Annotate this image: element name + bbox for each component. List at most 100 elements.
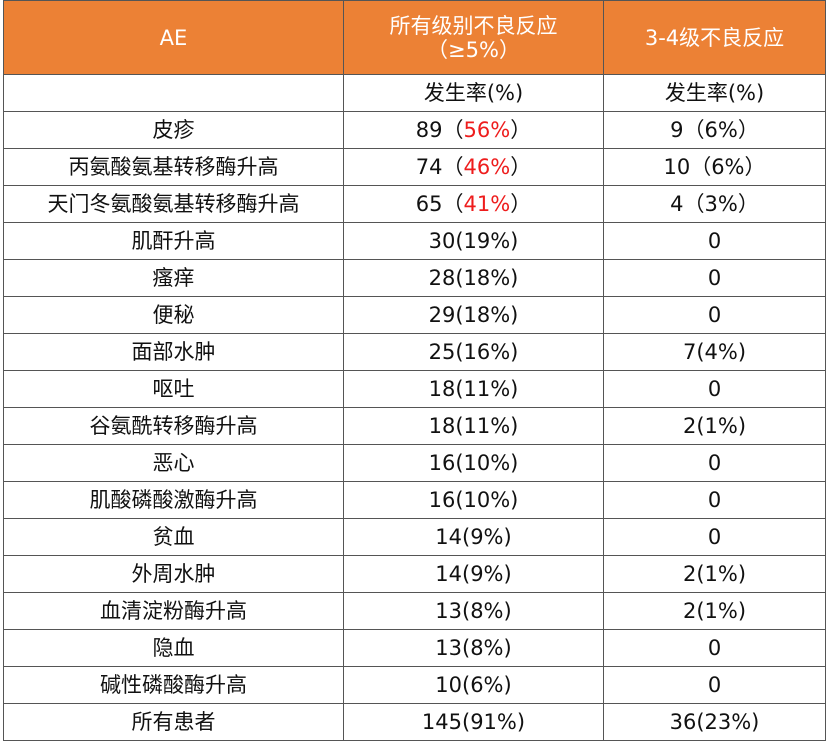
all-grades-cell: 14(9%) xyxy=(343,518,604,556)
all-grades-cell: 10(6%) xyxy=(343,666,604,704)
all-grades-cell: 14(9%) xyxy=(343,555,604,593)
all-grades-cell: 30(19%) xyxy=(343,222,604,260)
grade-3-4-cell: 36(23%) xyxy=(603,703,826,741)
ae-name-cell: 瘙痒 xyxy=(3,259,344,297)
all-grades-cell: 25(16%) xyxy=(343,333,604,371)
grade-3-4-cell: 0 xyxy=(603,296,826,334)
table-row: 隐血 13(8%) 0 xyxy=(3,629,826,667)
grade-3-4-cell: 7(4%) xyxy=(603,333,826,371)
all-grades-value: 30(19%) xyxy=(428,229,519,253)
all-grades-value: 18(11%) xyxy=(428,377,519,401)
table-row: 天门冬氨酸氨基转移酶升高 65（41%） 4（3%） xyxy=(3,185,826,223)
ae-name-cell: 恶心 xyxy=(3,444,344,482)
grade-3-4-cell: 0 xyxy=(603,222,826,260)
subheader-empty-cell xyxy=(3,74,344,112)
all-grades-close-paren: ） xyxy=(510,192,532,216)
all-grades-value: 89（ xyxy=(415,118,464,142)
all-grades-value: 16(10%) xyxy=(428,488,519,512)
subheader-rate-all: 发生率(%) xyxy=(343,74,604,112)
table-row: 所有患者 145(91%) 36(23%) xyxy=(3,703,826,741)
grade-3-4-cell: 2(1%) xyxy=(603,407,826,445)
all-grades-close-paren: ） xyxy=(510,155,532,179)
grade-3-4-cell: 0 xyxy=(603,518,826,556)
ae-name-cell: 血清淀粉酶升高 xyxy=(3,592,344,630)
all-grades-value: 29(18%) xyxy=(428,303,519,327)
header-all-grades: 所有级别不良反应 （≥5%） xyxy=(343,0,604,75)
all-grades-value: 14(9%) xyxy=(435,562,512,586)
all-grades-highlight-percent: 46% xyxy=(463,155,511,179)
ae-name-cell: 碱性磷酸酶升高 xyxy=(3,666,344,704)
all-grades-cell: 16(10%) xyxy=(343,481,604,519)
all-grades-value: 145(91%) xyxy=(421,710,526,734)
grade-3-4-cell: 4（3%） xyxy=(603,185,826,223)
all-grades-cell: 18(11%) xyxy=(343,407,604,445)
table-row: 血清淀粉酶升高 13(8%) 2(1%) xyxy=(3,592,826,630)
all-grades-cell: 74（46%） xyxy=(343,148,604,186)
all-grades-cell: 18(11%) xyxy=(343,370,604,408)
table-row: 碱性磷酸酶升高 10(6%) 0 xyxy=(3,666,826,704)
ae-name-cell: 外周水肿 xyxy=(3,555,344,593)
header-grade-3-4: 3-4级不良反应 xyxy=(603,0,826,75)
ae-name-cell: 谷氨酰转移酶升高 xyxy=(3,407,344,445)
table-header-row: AE 所有级别不良反应 （≥5%） 3-4级不良反应 xyxy=(3,0,826,75)
all-grades-cell: 13(8%) xyxy=(343,629,604,667)
adverse-events-table: AE 所有级别不良反应 （≥5%） 3-4级不良反应 发生率(%) 发生率(%)… xyxy=(3,0,826,741)
grade-3-4-cell: 2(1%) xyxy=(603,592,826,630)
grade-3-4-cell: 0 xyxy=(603,444,826,482)
table-subheader-row: 发生率(%) 发生率(%) xyxy=(3,74,826,112)
all-grades-value: 74（ xyxy=(415,155,464,179)
ae-name-cell: 肌酐升高 xyxy=(3,222,344,260)
table-row: 便秘 29(18%) 0 xyxy=(3,296,826,334)
ae-name-cell: 隐血 xyxy=(3,629,344,667)
table-row: 谷氨酰转移酶升高 18(11%) 2(1%) xyxy=(3,407,826,445)
all-grades-highlight-percent: 41% xyxy=(463,192,511,216)
all-grades-cell: 28(18%) xyxy=(343,259,604,297)
all-grades-value: 16(10%) xyxy=(428,451,519,475)
ae-name-cell: 丙氨酸氨基转移酶升高 xyxy=(3,148,344,186)
all-grades-close-paren: ） xyxy=(510,118,532,142)
all-grades-cell: 89（56%） xyxy=(343,111,604,149)
all-grades-value: 18(11%) xyxy=(428,414,519,438)
all-grades-value: 65（ xyxy=(415,192,464,216)
header-all-grades-line1: 所有级别不良反应 xyxy=(389,13,558,38)
ae-name-cell: 呕吐 xyxy=(3,370,344,408)
table-row: 贫血 14(9%) 0 xyxy=(3,518,826,556)
ae-name-cell: 贫血 xyxy=(3,518,344,556)
grade-3-4-cell: 0 xyxy=(603,370,826,408)
all-grades-cell: 145(91%) xyxy=(343,703,604,741)
grade-3-4-cell: 10（6%） xyxy=(603,148,826,186)
grade-3-4-cell: 2(1%) xyxy=(603,555,826,593)
all-grades-cell: 65（41%） xyxy=(343,185,604,223)
ae-name-cell: 便秘 xyxy=(3,296,344,334)
all-grades-value: 25(16%) xyxy=(428,340,519,364)
all-grades-cell: 13(8%) xyxy=(343,592,604,630)
all-grades-value: 13(8%) xyxy=(435,599,512,623)
header-ae: AE xyxy=(3,0,344,75)
ae-name-cell: 皮疹 xyxy=(3,111,344,149)
ae-name-cell: 所有患者 xyxy=(3,703,344,741)
table-row: 皮疹 89（56%） 9（6%） xyxy=(3,111,826,149)
table-row: 肌酸磷酸激酶升高 16(10%) 0 xyxy=(3,481,826,519)
all-grades-highlight-percent: 56% xyxy=(463,118,511,142)
grade-3-4-cell: 0 xyxy=(603,259,826,297)
all-grades-value: 28(18%) xyxy=(428,266,519,290)
subheader-rate-grade34: 发生率(%) xyxy=(603,74,826,112)
grade-3-4-cell: 0 xyxy=(603,666,826,704)
all-grades-cell: 16(10%) xyxy=(343,444,604,482)
all-grades-value: 14(9%) xyxy=(435,525,512,549)
header-all-grades-line2: （≥5%） xyxy=(427,37,520,62)
table-row: 恶心 16(10%) 0 xyxy=(3,444,826,482)
ae-name-cell: 面部水肿 xyxy=(3,333,344,371)
table-row: 肌酐升高 30(19%) 0 xyxy=(3,222,826,260)
table-row: 呕吐 18(11%) 0 xyxy=(3,370,826,408)
grade-3-4-cell: 0 xyxy=(603,629,826,667)
all-grades-cell: 29(18%) xyxy=(343,296,604,334)
table-row: 丙氨酸氨基转移酶升高 74（46%） 10（6%） xyxy=(3,148,826,186)
table-row: 瘙痒 28(18%) 0 xyxy=(3,259,826,297)
all-grades-value: 10(6%) xyxy=(435,673,512,697)
grade-3-4-cell: 9（6%） xyxy=(603,111,826,149)
table-row: 面部水肿 25(16%) 7(4%) xyxy=(3,333,826,371)
table-row: 外周水肿 14(9%) 2(1%) xyxy=(3,555,826,593)
all-grades-value: 13(8%) xyxy=(435,636,512,660)
ae-name-cell: 肌酸磷酸激酶升高 xyxy=(3,481,344,519)
